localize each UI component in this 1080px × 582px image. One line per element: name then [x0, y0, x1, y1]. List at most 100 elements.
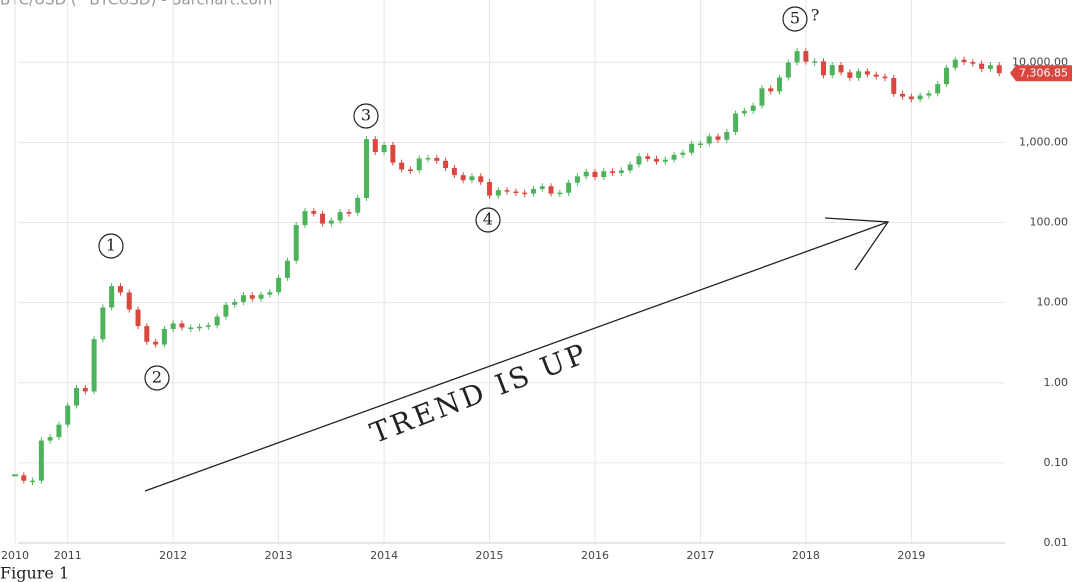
candle — [346, 212, 352, 214]
candle — [618, 170, 624, 173]
candle — [381, 144, 387, 152]
y-tick-label: 10.00 — [1037, 296, 1069, 309]
candle — [935, 84, 941, 94]
candle — [601, 171, 607, 178]
candle — [777, 77, 783, 92]
candle — [671, 154, 677, 160]
annotation-circle — [98, 233, 124, 259]
candle — [741, 110, 747, 114]
candle — [689, 143, 695, 153]
candle — [557, 192, 563, 195]
candle — [495, 190, 501, 196]
candle — [662, 159, 668, 162]
candle — [21, 475, 27, 481]
candle — [653, 158, 659, 162]
candle — [276, 277, 282, 293]
candle — [627, 164, 633, 171]
candle — [153, 341, 159, 345]
y-tick-label: 0.01 — [1044, 536, 1069, 549]
candle — [65, 405, 71, 425]
candle — [434, 157, 440, 161]
candle — [399, 162, 405, 170]
candle — [548, 186, 554, 194]
candle — [364, 139, 370, 198]
candle — [697, 143, 703, 146]
candle — [566, 182, 572, 193]
candle — [926, 93, 932, 96]
candle — [864, 71, 870, 75]
candle — [873, 74, 879, 77]
candle — [882, 76, 888, 79]
candle — [645, 156, 651, 159]
candle — [812, 61, 818, 63]
candle — [407, 169, 413, 171]
annotation: TREND IS UP — [366, 336, 593, 449]
x-tick-label: 2010 — [1, 549, 29, 562]
candle — [170, 323, 176, 329]
candle — [785, 62, 791, 78]
candle — [522, 192, 528, 195]
candle — [487, 182, 493, 196]
candle — [706, 136, 712, 144]
candle — [91, 339, 97, 392]
candle — [214, 316, 220, 326]
candle — [987, 65, 993, 69]
candle — [293, 225, 299, 261]
candle — [188, 327, 194, 329]
candle — [249, 295, 255, 299]
candle — [56, 424, 62, 438]
annotation: Figure 1 — [0, 564, 69, 582]
x-tick-label: 2019 — [897, 549, 925, 562]
candle — [724, 132, 730, 140]
annotation: ? — [811, 6, 820, 25]
annotation-circle — [782, 6, 808, 32]
chart-title: BTC/USD (^BTCUSD) - Barchart.com — [0, 0, 272, 9]
candle — [144, 326, 150, 342]
candle — [539, 186, 545, 189]
y-tick-label: 100.00 — [1030, 216, 1069, 229]
candle — [803, 51, 809, 62]
annotation: 1 — [106, 236, 116, 255]
candle — [917, 95, 923, 100]
y-tick-label: 1,000.00 — [1019, 135, 1068, 148]
candle — [768, 88, 774, 92]
candle — [513, 191, 519, 194]
candle — [952, 59, 958, 68]
candle — [100, 307, 106, 340]
candle — [337, 212, 343, 221]
candle — [135, 309, 141, 327]
annotation: 4 — [483, 210, 493, 229]
y-tick-label: 0.10 — [1044, 456, 1069, 469]
candle — [223, 304, 229, 317]
candle — [970, 62, 976, 64]
x-tick-label: 2013 — [265, 549, 293, 562]
candle — [320, 213, 326, 224]
x-tick-label: 2015 — [476, 549, 504, 562]
last-price-tag — [1010, 65, 1072, 82]
candle — [416, 158, 422, 171]
candle — [733, 113, 739, 133]
candle — [311, 211, 317, 214]
candle — [636, 156, 642, 165]
candle — [425, 157, 431, 160]
candle — [820, 61, 826, 76]
annotation-circle — [144, 365, 170, 391]
candles — [12, 48, 1002, 486]
candle — [574, 176, 580, 183]
candle — [908, 96, 914, 100]
candle — [161, 328, 167, 345]
x-tick-label: 2018 — [792, 549, 820, 562]
candle — [451, 167, 457, 176]
candle — [240, 295, 246, 302]
annotation-circle — [475, 207, 501, 233]
candle — [759, 88, 765, 106]
x-tick-label: 2016 — [581, 549, 609, 562]
x-tick-label: 2017 — [686, 549, 714, 562]
candle — [592, 171, 598, 178]
trend-arrow — [144, 221, 889, 492]
candle — [109, 286, 115, 308]
candle — [205, 325, 211, 327]
candle — [750, 105, 756, 111]
candle — [74, 388, 80, 406]
